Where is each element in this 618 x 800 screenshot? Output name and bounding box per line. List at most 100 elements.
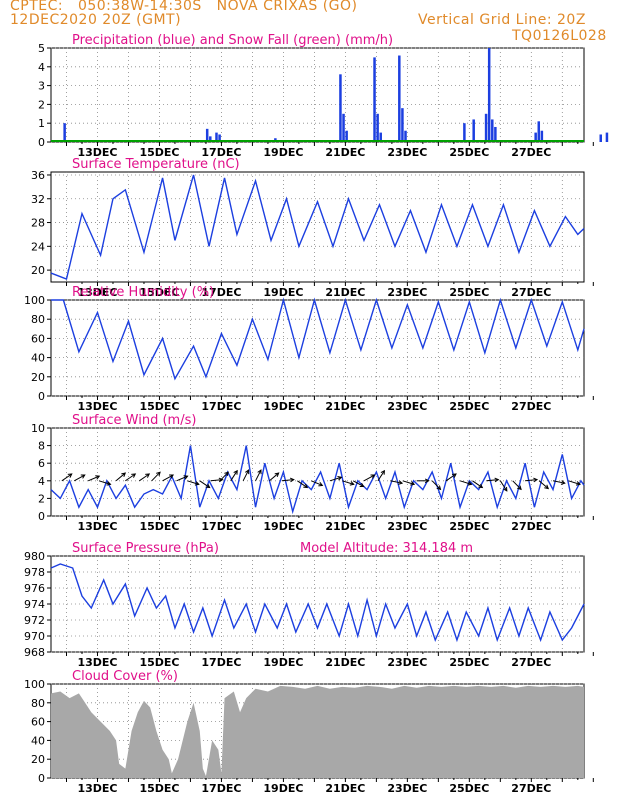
x-tick-label: 21DEC [325, 782, 365, 795]
x-tick-label: 17DEC [201, 782, 241, 795]
wind-vector [329, 476, 342, 482]
y-tick-label: 974 [24, 598, 45, 611]
wind-vector [219, 471, 229, 482]
wind-arrowhead [145, 473, 151, 478]
wind-vector [125, 473, 136, 482]
wind-arrowhead [224, 471, 229, 477]
wind-arrowhead [318, 482, 324, 487]
precip-bar [494, 126, 497, 142]
y-tick-label: 8 [38, 440, 45, 453]
wind-vector [139, 473, 150, 482]
wind-arrowhead [467, 481, 473, 486]
y-tick-label: 2 [38, 98, 45, 111]
precip-bar [339, 74, 342, 142]
panel-title: Precipitation (blue) and Snow Fall (gree… [72, 33, 393, 48]
x-tick-label: 15DEC [139, 656, 179, 669]
precip-bar [491, 119, 494, 142]
wind-arrowhead [478, 483, 484, 489]
wind-arrowhead [424, 478, 430, 484]
wind-vector [459, 480, 472, 485]
wind-arrowhead [517, 485, 522, 491]
panel-frame [50, 299, 585, 397]
x-tick-label: 13DEC [77, 782, 117, 795]
wind-arrowhead [95, 475, 101, 480]
x-tick-label: 19DEC [263, 400, 303, 413]
wind-vector [472, 480, 483, 488]
x-tick-label: 21DEC [325, 520, 365, 533]
x-tick-label: 23DEC [387, 286, 427, 299]
y-tick-label: 20 [31, 371, 45, 384]
wind-arrowhead [274, 472, 280, 477]
wind-vector [525, 479, 538, 482]
precip-bar [463, 123, 466, 142]
x-tick-label: 25DEC [449, 400, 489, 413]
x-tick-label: 15DEC [139, 520, 179, 533]
x-tick-label: 27DEC [511, 520, 551, 533]
y-tick-label: 2 [38, 492, 45, 505]
panel-subtitle: Model Altitude: 314.184 m [300, 541, 473, 556]
y-tick-label: 4 [38, 61, 45, 74]
x-tick-label: 21DEC [325, 400, 365, 413]
wind-arrowhead [289, 477, 295, 483]
wind-arrowhead [121, 472, 127, 477]
x-tick-label: 27DEC [511, 400, 551, 413]
wind-vector [402, 480, 415, 485]
wind-vector [377, 470, 385, 482]
wind-vector [352, 480, 364, 487]
panel-frame [50, 427, 585, 517]
x-tick-label: 19DEC [263, 146, 303, 159]
y-tick-label: 100 [24, 294, 45, 307]
x-tick-label: 19DEC [263, 656, 303, 669]
wind-vector [445, 473, 457, 482]
x-tick-label: 25DEC [449, 782, 489, 795]
panel-title: Surface Wind (m/s) [72, 413, 196, 428]
wind-arrowhead [106, 481, 112, 486]
wind-arrowhead [575, 481, 581, 486]
x-tick-label: 21DEC [325, 656, 365, 669]
panel-frame [50, 171, 585, 283]
x-tick-label: 21DEC [325, 286, 365, 299]
wind-vector [74, 474, 86, 482]
precip-bar [540, 130, 544, 142]
wind-vector [98, 480, 111, 485]
wind-arrowhead [410, 481, 416, 486]
wind-vector [187, 480, 199, 485]
wind-arrowhead [380, 469, 385, 475]
station-header: CPTEC: 050:38W-14:30S NOVA CRIXAS (GO) [10, 0, 358, 14]
x-tick-label: 19DEC [263, 520, 303, 533]
wind-arrowhead [359, 482, 365, 488]
precip-bar [209, 136, 212, 142]
precip-bar [63, 123, 66, 142]
y-tick-label: 20 [31, 753, 45, 766]
wind-arrowhead [131, 473, 137, 478]
precip-bar [605, 132, 609, 142]
wind-vector [199, 480, 210, 488]
precip-bar [205, 128, 209, 142]
wind-arrowhead [233, 469, 238, 475]
precip-bar [534, 132, 537, 142]
series-line [50, 174, 585, 280]
panel-title: Surface Temperature (nC) [72, 157, 240, 172]
wind-vector [242, 469, 250, 482]
wind-vector [255, 469, 262, 482]
x-tick-label: 19DEC [263, 286, 303, 299]
x-tick-label: 17DEC [201, 400, 241, 413]
x-tick-label: 25DEC [449, 656, 489, 669]
wind-vector [151, 471, 161, 482]
y-tick-label: 40 [31, 734, 45, 747]
x-tick-label: 27DEC [511, 146, 551, 159]
y-tick-label: 0 [38, 136, 45, 149]
y-tick-label: 10 [31, 422, 45, 435]
panel-title: Surface Pressure (hPa) [72, 541, 219, 556]
wind-vector [311, 480, 323, 486]
wind-vector [269, 472, 279, 482]
wind-arrowhead [436, 485, 442, 491]
panel-title: Relative Humidity (%) [72, 285, 214, 300]
x-tick-label: 17DEC [201, 520, 241, 533]
y-tick-label: 36 [31, 169, 45, 182]
x-tick-label: 15DEC [139, 146, 179, 159]
y-tick-label: 0 [38, 772, 45, 785]
x-tick-label: 17DEC [201, 146, 241, 159]
series-line [50, 445, 585, 515]
